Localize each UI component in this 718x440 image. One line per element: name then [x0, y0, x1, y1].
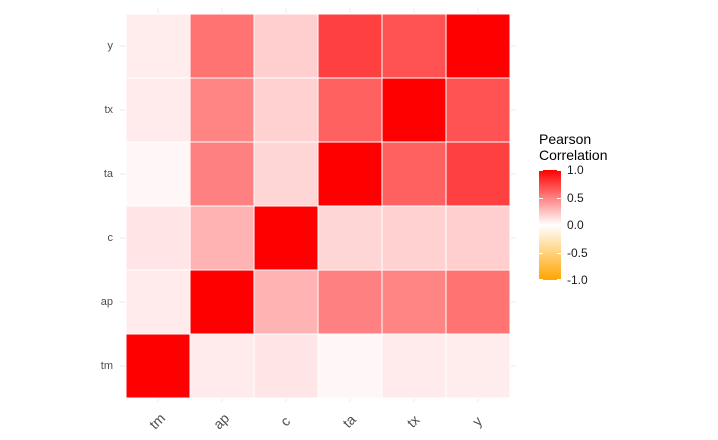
heatmap-cell-c-c — [253, 205, 319, 271]
legend-tick-mark — [557, 225, 561, 226]
heatmap-cell-tm-c — [253, 333, 319, 399]
legend-tick-mark — [539, 170, 543, 171]
heatmap-cell-ap-tx — [381, 269, 447, 335]
heatmap-cell-ta-tm — [125, 141, 191, 207]
legend-break-label: 1.0 — [567, 163, 584, 177]
heatmap-cell-ap-tm — [125, 269, 191, 335]
legend-tick-mark — [557, 279, 561, 280]
y-tick-label-y: y — [108, 40, 114, 52]
y-tick-label-ap: ap — [101, 296, 113, 308]
heatmap-cell-tm-tx — [381, 333, 447, 399]
heatmap-cell-ta-tx — [381, 141, 447, 207]
legend-tick-mark — [539, 279, 543, 280]
legend-colorbar — [539, 170, 561, 280]
x-tick-label-y: y — [469, 413, 485, 429]
x-axis-tick-labels: tm ap c ta tx y — [146, 410, 485, 432]
heatmap-cell-tm-ta — [317, 333, 383, 399]
heatmap-cell-tm-ap — [189, 333, 255, 399]
heatmap-cell-c-ap — [189, 205, 255, 271]
heatmap-cell-c-y — [445, 205, 511, 271]
y-tick-label-tx: tx — [104, 104, 113, 116]
heatmap-cell-ap-c — [253, 269, 319, 335]
heatmap-cell-y-tx — [381, 13, 447, 79]
y-axis-tick-labels: tm ap c ta tx y — [101, 40, 114, 372]
x-tick-label-ap: ap — [210, 410, 232, 432]
heatmap-cell-y-tm — [125, 13, 191, 79]
legend-tick-mark — [557, 252, 561, 254]
heatmap-cell-y-y — [445, 13, 511, 79]
heatmap-cell-ta-ta — [317, 141, 383, 207]
heatmap-cell-ap-ap — [189, 269, 255, 335]
x-tick-label-c: c — [277, 413, 293, 429]
y-tick-label-ta: ta — [104, 168, 114, 180]
heatmap-tiles — [125, 13, 511, 399]
heatmap-cell-tm-tm — [125, 333, 191, 399]
legend-tick-mark — [557, 197, 561, 199]
legend-tick-mark — [539, 197, 543, 199]
heatmap-cell-tx-ta — [317, 77, 383, 143]
heatmap-cell-ap-ta — [317, 269, 383, 335]
heatmap-cell-tx-tm — [125, 77, 191, 143]
heatmap-cell-y-ap — [189, 13, 255, 79]
heatmap-cell-tx-c — [253, 77, 319, 143]
legend-break-label: -0.5 — [567, 245, 588, 260]
legend-title: Pearson Correlation — [539, 131, 608, 163]
heatmap-cell-c-tm — [125, 205, 191, 271]
y-tick-label-tm: tm — [101, 360, 113, 372]
heatmap-cell-ta-y — [445, 141, 511, 207]
heatmap-cell-tm-y — [445, 333, 511, 399]
heatmap-cell-tx-ap — [189, 77, 255, 143]
heatmap-cell-ap-y — [445, 269, 511, 335]
heatmap-cell-c-tx — [381, 205, 447, 271]
x-tick-label-tm: tm — [146, 410, 168, 432]
heatmap-cell-ta-c — [253, 141, 319, 207]
x-tick-label-tx: tx — [404, 412, 423, 431]
heatmap-cell-y-c — [253, 13, 319, 79]
heatmap-cell-tx-tx — [381, 77, 447, 143]
y-tick-label-c: c — [108, 232, 114, 244]
heatmap-cell-c-ta — [317, 205, 383, 271]
heatmap-cell-ta-ap — [189, 141, 255, 207]
heatmap-cell-y-ta — [317, 13, 383, 79]
legend-break-label: -1.0 — [567, 273, 588, 287]
legend-tick-mark — [557, 170, 561, 171]
legend-break-label: 0.5 — [567, 190, 584, 205]
x-tick-label-ta: ta — [339, 411, 359, 431]
heatmap-cell-tx-y — [445, 77, 511, 143]
legend-tick-mark — [539, 252, 543, 254]
legend-tick-mark — [539, 225, 543, 226]
legend-break-label: 0.0 — [567, 218, 584, 232]
